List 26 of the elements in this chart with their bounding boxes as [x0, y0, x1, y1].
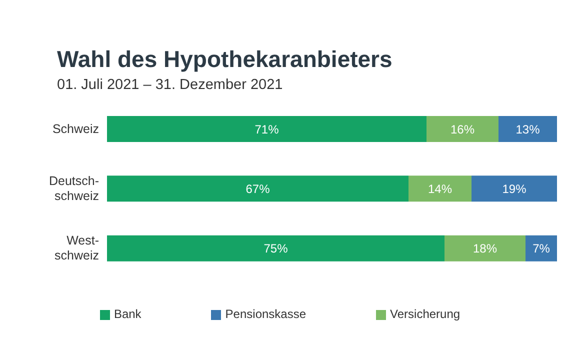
bar	[408, 176, 472, 202]
chart-title: Wahl des Hypothekaranbieters	[57, 46, 392, 73]
data-label: 13%	[516, 122, 540, 136]
legend-label: Versicherung	[390, 307, 460, 321]
data-label: 14%	[428, 182, 452, 196]
bar	[107, 235, 444, 262]
bar	[444, 235, 526, 262]
y-tick-label: Schweiz	[52, 122, 99, 136]
bar	[107, 116, 426, 142]
data-label: 71%	[254, 122, 280, 136]
data-label: 18%	[472, 242, 498, 256]
legend-label: Bank	[114, 307, 142, 321]
data-label: 16%	[450, 122, 475, 136]
data-label: 7%	[532, 242, 550, 256]
data-label: 19%	[502, 182, 527, 196]
bar	[498, 116, 557, 142]
bar	[426, 116, 498, 142]
data-label: 75%	[264, 242, 288, 256]
bar	[472, 176, 557, 202]
legend-label: Pensionskasse	[225, 307, 306, 321]
y-tick-label: Deutsch- schweiz	[48, 174, 99, 203]
bar	[526, 235, 557, 262]
data-label: 67%	[246, 182, 270, 196]
y-tick-label: West- schweiz	[54, 234, 99, 263]
bar	[107, 176, 408, 202]
chart-subtitle: 01. Juli 2021 – 31. Dezember 2021	[57, 77, 283, 93]
